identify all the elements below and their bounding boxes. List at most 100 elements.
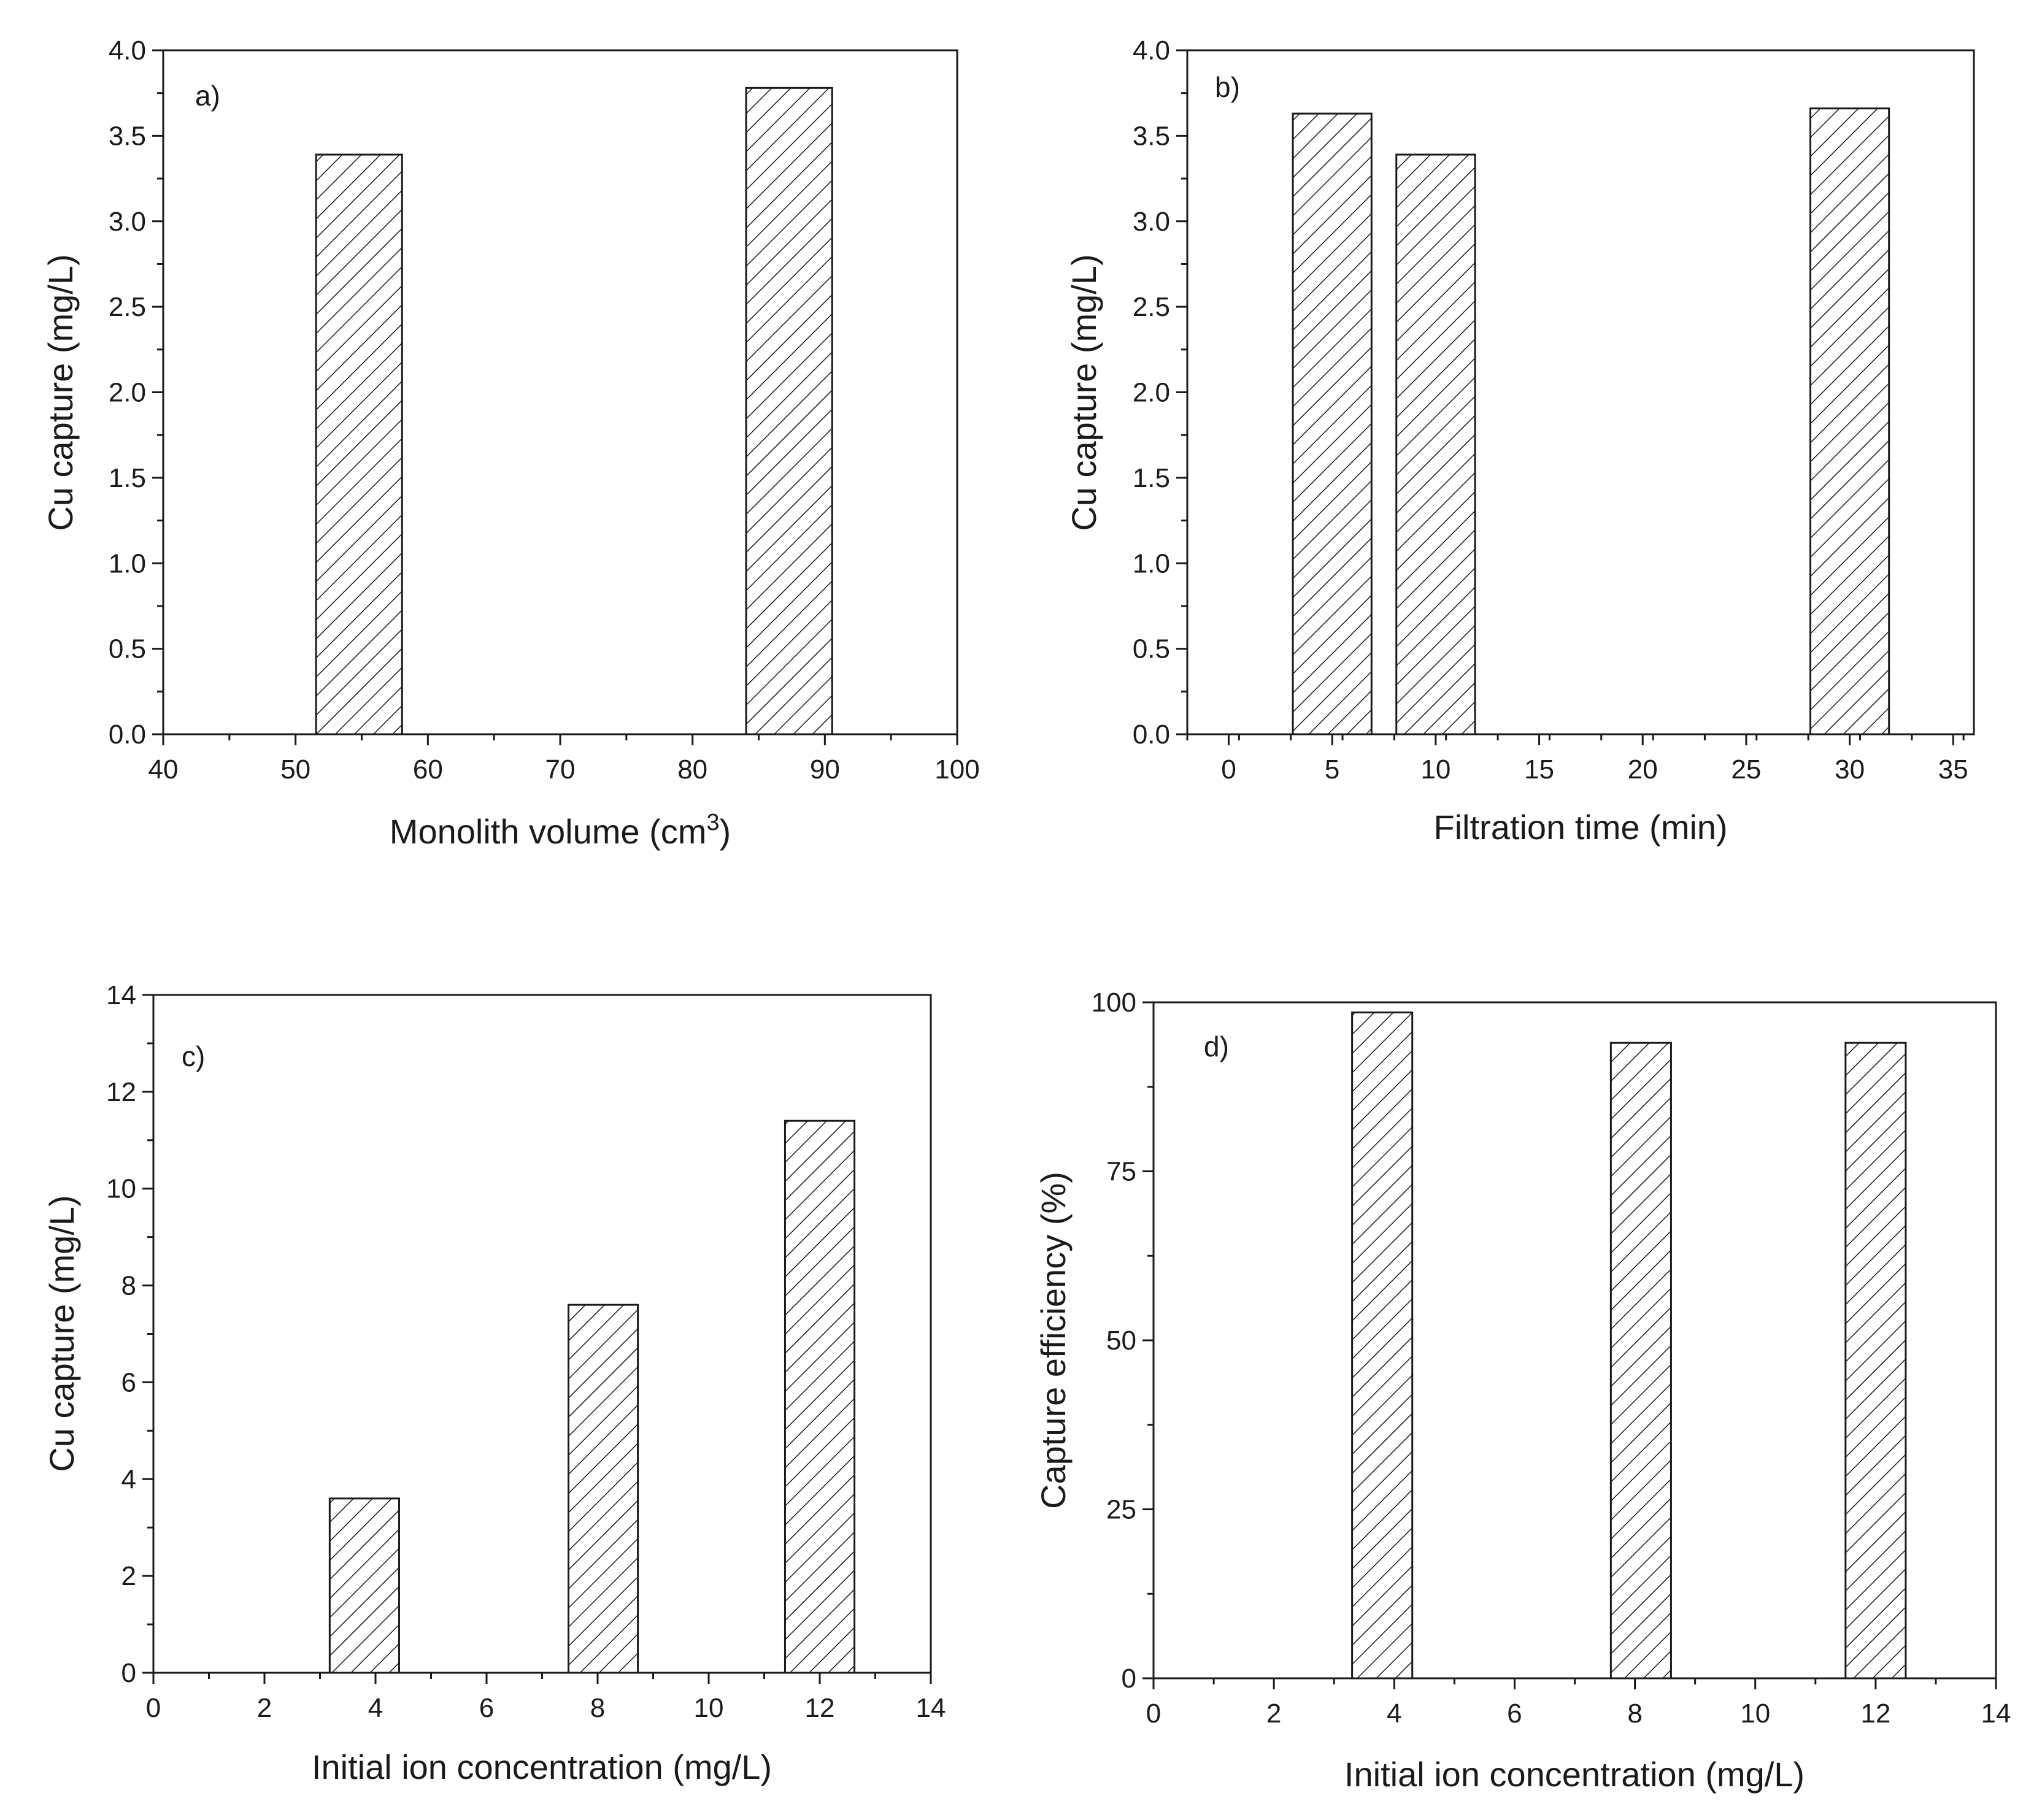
- panel-b-x-tick-label: 35: [1938, 754, 1968, 785]
- panel-a-label: a): [195, 80, 220, 112]
- panel-b-y-tick-label: 3.5: [1133, 121, 1170, 151]
- panel-b-y-tick-label: 0.0: [1133, 720, 1170, 750]
- panel-b-bar-2: [1395, 153, 1476, 735]
- panel-a-y-ticks: 0.0 0.5 1.0 1.5 2.0 2.5 3.0 3.5 4.0: [109, 36, 163, 750]
- panel-c-x-ticks: 0 2 4 6 8 10 12 14: [146, 1673, 946, 1723]
- panel-b-y-tick-label: 4.0: [1133, 36, 1170, 66]
- panel-b-x-tick-label: 10: [1420, 754, 1451, 785]
- panel-b-x-tick-label: 20: [1628, 754, 1658, 785]
- panel-b-y-tick-label: 1.5: [1133, 463, 1170, 493]
- panel-d-x-tick-label: 6: [1507, 1699, 1522, 1729]
- panel-a-x-tick-label: 70: [545, 754, 576, 785]
- panel-c-y-tick-label: 6: [121, 1367, 136, 1397]
- panel-a: 40 50 60 70 80 90 100 0.0 0.5 1.0 1.5 2.0 2.5 3.0 3.5…: [41, 36, 980, 851]
- panel-c-x-tick-label: 0: [146, 1693, 161, 1723]
- panel-d-x-tick-label: 12: [1860, 1699, 1890, 1729]
- panel-b-x-tick-label: 5: [1325, 754, 1339, 785]
- panel-b-x-tick-label: 0: [1221, 754, 1236, 785]
- panel-c-bar-3: [784, 1119, 856, 1674]
- panel-a-bar-2: [745, 86, 833, 735]
- panel-a-x-axis-title: Monolith volume (cm3): [390, 810, 731, 851]
- panel-d-label: d): [1204, 1031, 1229, 1062]
- panel-a-y-tick-label: 0.5: [109, 634, 146, 664]
- panel-a-y-tick-label: 2.0: [109, 378, 146, 408]
- panel-a-y-tick-label: 4.0: [109, 36, 146, 66]
- panel-d-bars: [1351, 1012, 1907, 1680]
- panel-b: 0 5 10 15 20 25 30 35 0.0 0.5 1.0 1.5 2.0 2.5 3.0 3.5 4…: [1065, 36, 1975, 847]
- panel-b-y-tick-label: 3.0: [1133, 207, 1170, 237]
- panel-c-y-tick-label: 4: [121, 1464, 136, 1494]
- panel-d-x-ticks: 0 2 4 6 8 10 12 14: [1146, 1678, 2011, 1729]
- panel-c-x-tick-label: 4: [368, 1693, 383, 1723]
- panel-a-bar-1: [315, 153, 403, 735]
- panel-a-y-tick-label: 2.5: [109, 292, 146, 322]
- panel-a-bars: [315, 86, 833, 735]
- panel-d-bar-3: [1844, 1042, 1907, 1680]
- panel-c-y-tick-label: 0: [121, 1658, 136, 1688]
- panel-d-bar-2: [1609, 1042, 1672, 1680]
- panel-d-x-tick-label: 0: [1146, 1699, 1161, 1729]
- panel-b-y-tick-label: 2.0: [1133, 378, 1170, 408]
- panel-d: 0 2 4 6 8 10 12 14 0 25 50 75 100 d) Initial ion co…: [1034, 988, 2011, 1794]
- panel-d-x-tick-label: 14: [1981, 1699, 2011, 1729]
- panel-d-y-tick-label: 50: [1106, 1326, 1136, 1356]
- panel-d-y-tick-label: 0: [1122, 1664, 1136, 1694]
- panel-c-x-axis-title: Initial ion concentration (mg/L): [312, 1748, 772, 1786]
- panel-d-y-ticks: 0 25 50 75 100: [1092, 988, 1154, 1694]
- panel-b-y-ticks: 0.0 0.5 1.0 1.5 2.0 2.5 3.0 3.5 4.0: [1133, 36, 1187, 750]
- panel-a-y-tick-label: 3.0: [109, 207, 146, 237]
- panel-b-x-axis-title: Filtration time (min): [1433, 808, 1727, 847]
- panel-b-x-tick-label: 30: [1835, 754, 1865, 785]
- panel-a-plot-frame: [162, 49, 958, 735]
- panel-d-y-tick-label: 25: [1106, 1495, 1136, 1525]
- panel-a-x-tick-label: 100: [934, 754, 979, 785]
- panel-b-bar-3: [1809, 107, 1890, 735]
- panel-c-y-axis-title: Cu capture (mg/L): [42, 1195, 81, 1472]
- panel-c-x-tick-label: 8: [590, 1693, 605, 1723]
- panel-a-y-tick-label: 0.0: [109, 720, 146, 750]
- panel-c-x-tick-label: 10: [694, 1693, 724, 1723]
- panel-a-x-tick-label: 50: [280, 754, 310, 785]
- panel-c-y-tick-label: 12: [106, 1077, 136, 1107]
- panel-d-y-axis-title: Capture efficiency (%): [1034, 1172, 1073, 1509]
- panel-d-y-tick-label: 75: [1106, 1157, 1136, 1187]
- panel-c-bar-2: [567, 1304, 639, 1674]
- panel-a-y-tick-label: 1.5: [109, 463, 146, 493]
- panel-a-x-tick-label: 80: [677, 754, 707, 785]
- panel-c-x-tick-label: 6: [479, 1693, 494, 1723]
- panel-c-bar-1: [328, 1497, 400, 1674]
- panel-b-x-tick-label: 15: [1524, 754, 1554, 785]
- panel-a-x-tick-label: 60: [413, 754, 443, 785]
- panel-b-y-tick-label: 0.5: [1133, 634, 1170, 664]
- panel-a-y-tick-label: 3.5: [109, 121, 146, 151]
- panel-d-x-tick-label: 4: [1387, 1699, 1401, 1729]
- panel-b-label: b): [1215, 71, 1240, 103]
- panel-c-x-tick-label: 2: [257, 1693, 272, 1723]
- panel-b-y-tick-label: 1.0: [1133, 548, 1170, 578]
- panel-a-x-ticks: 40 50 60 70 80 90 100: [148, 734, 980, 785]
- panel-c-y-tick-label: 10: [106, 1174, 136, 1204]
- panel-b-x-tick-label: 25: [1731, 754, 1761, 785]
- panel-c-y-tick-label: 14: [106, 980, 136, 1010]
- panel-a-x-tick-label: 40: [148, 754, 179, 785]
- panel-d-bar-1: [1351, 1012, 1414, 1680]
- panel-c-bars: [328, 1119, 856, 1674]
- panel-c-label: c): [182, 1040, 205, 1072]
- panel-a-y-axis-title: Cu capture (mg/L): [41, 254, 80, 531]
- panel-d-y-tick-label: 100: [1092, 988, 1136, 1018]
- panel-b-y-axis-title: Cu capture (mg/L): [1065, 254, 1103, 531]
- panel-c-y-tick-label: 8: [121, 1271, 136, 1301]
- panel-b-x-ticks: 0 5 10 15 20 25 30 35: [1186, 734, 1968, 785]
- panel-b-bar-1: [1292, 112, 1373, 735]
- panel-a-y-tick-label: 1.0: [109, 548, 146, 578]
- panel-d-x-tick-label: 2: [1266, 1699, 1281, 1729]
- panel-c-y-ticks: 0 2 4 6 8 10 12 14: [106, 980, 153, 1688]
- panel-c-y-tick-label: 2: [121, 1561, 136, 1591]
- panel-d-x-tick-label: 10: [1740, 1699, 1770, 1729]
- panel-c: 0 2 4 6 8 10 12 14 0 2 4 6 8 10 12 14 c) Initial ion c…: [42, 980, 946, 1786]
- panel-a-x-tick-label: 90: [810, 754, 840, 785]
- panel-d-x-axis-title: Initial ion concentration (mg/L): [1344, 1755, 1805, 1794]
- panel-c-x-tick-label: 14: [916, 1693, 946, 1723]
- panel-c-x-tick-label: 12: [805, 1693, 835, 1723]
